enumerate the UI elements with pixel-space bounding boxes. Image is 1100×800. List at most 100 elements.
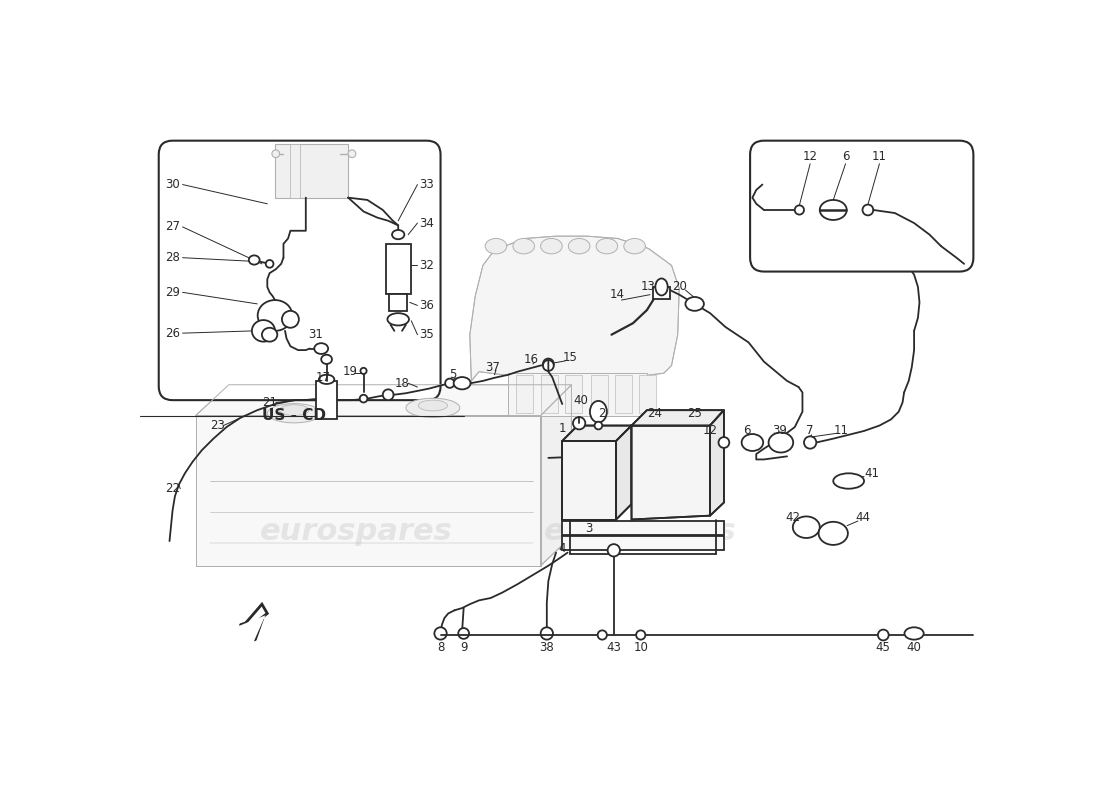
Bar [639,374,656,414]
Text: 41: 41 [865,467,879,480]
Ellipse shape [541,238,562,254]
Text: 12: 12 [703,425,717,438]
Text: 28: 28 [165,251,180,264]
Bar [653,287,670,299]
Text: 24: 24 [647,406,662,420]
Text: 10: 10 [634,641,648,654]
Ellipse shape [315,343,328,354]
Ellipse shape [389,258,407,272]
Text: 6: 6 [744,425,751,438]
Bar [615,374,632,414]
Text: 43: 43 [606,641,621,654]
Ellipse shape [904,627,924,640]
Ellipse shape [387,313,409,326]
Text: 20: 20 [672,281,686,294]
Bar [562,521,724,535]
Circle shape [446,378,454,388]
Polygon shape [190,604,267,689]
Ellipse shape [267,404,321,423]
Ellipse shape [685,297,704,311]
Text: 40: 40 [573,394,588,406]
Bar [316,381,338,419]
Text: 40: 40 [906,641,922,654]
Text: 22: 22 [165,482,180,495]
Circle shape [360,394,367,402]
Text: 42: 42 [785,511,801,525]
Bar [516,374,534,414]
Text: 4: 4 [559,542,566,555]
Ellipse shape [279,405,309,415]
FancyBboxPatch shape [750,141,974,271]
Text: 9: 9 [460,641,467,654]
Circle shape [361,368,366,374]
Ellipse shape [321,354,332,364]
Text: 31: 31 [308,328,323,341]
Ellipse shape [793,517,820,538]
Circle shape [348,150,356,158]
Text: 5: 5 [449,368,456,382]
Ellipse shape [392,230,405,239]
Text: 45: 45 [876,641,891,654]
Text: 17: 17 [316,370,331,383]
Ellipse shape [252,320,275,342]
Circle shape [459,628,469,639]
Text: eurospares: eurospares [260,517,452,546]
Text: 23: 23 [210,419,224,432]
Text: 26: 26 [165,326,180,340]
Text: 7: 7 [806,425,814,438]
Ellipse shape [257,300,293,331]
Ellipse shape [820,200,847,220]
Text: 33: 33 [419,178,435,191]
Circle shape [636,630,646,640]
Ellipse shape [249,255,260,265]
Circle shape [541,627,553,640]
Text: 2: 2 [598,406,606,420]
Ellipse shape [590,401,607,422]
Text: 6: 6 [842,150,849,162]
Text: 19: 19 [342,365,358,378]
Text: 14: 14 [610,288,625,301]
Text: 13: 13 [641,281,656,294]
Circle shape [266,260,274,268]
Text: 21: 21 [262,396,277,409]
Polygon shape [631,426,711,519]
Polygon shape [562,426,631,441]
Text: 35: 35 [419,328,435,341]
Polygon shape [616,426,631,519]
Text: 16: 16 [524,353,539,366]
Ellipse shape [282,311,299,328]
Circle shape [597,630,607,640]
Text: 3: 3 [585,522,593,535]
Text: 32: 32 [419,259,435,272]
Bar [541,374,558,414]
Bar [508,373,647,415]
Text: 39: 39 [772,425,786,438]
Polygon shape [711,410,724,516]
Circle shape [272,150,279,158]
Circle shape [794,206,804,214]
Ellipse shape [453,377,471,390]
Ellipse shape [656,278,668,295]
Text: 11: 11 [834,425,848,438]
Circle shape [878,630,889,640]
Text: 38: 38 [539,641,554,654]
Text: 15: 15 [562,351,578,364]
FancyBboxPatch shape [158,141,440,400]
Text: 30: 30 [165,178,180,191]
Text: 44: 44 [855,511,870,525]
Text: 25: 25 [688,406,702,420]
Ellipse shape [569,238,590,254]
Ellipse shape [406,398,460,418]
Text: 29: 29 [165,286,180,299]
Text: 12: 12 [803,150,817,162]
Ellipse shape [769,433,793,453]
Circle shape [543,358,553,370]
Circle shape [573,417,585,430]
Bar [389,294,407,311]
Text: US - CD: US - CD [262,408,327,423]
Polygon shape [196,385,572,415]
Circle shape [543,360,553,371]
Bar [290,144,299,198]
Circle shape [607,544,620,557]
Polygon shape [562,441,616,519]
